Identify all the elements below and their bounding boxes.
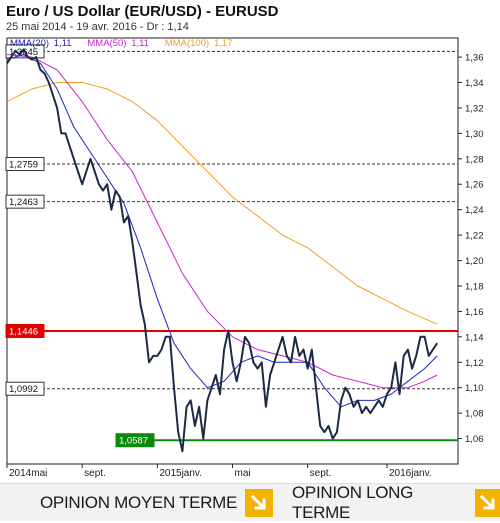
opinion-long-terme-button[interactable]: OPINION LONG TERME — [292, 482, 500, 522]
x-tick-label: 2014mai — [9, 468, 47, 479]
plot-frame — [6, 37, 459, 465]
x-tick-label: sept. — [310, 468, 332, 479]
arrow-down-right-icon — [245, 488, 274, 517]
y-tick-label: 1,28 — [465, 154, 484, 165]
price-chart: 1,36 1,34 1,32 1,30 1,28 1,26 1,24 1,22 1,20 1,18… — [5, 37, 484, 479]
y-tick-label: 1,14 — [465, 332, 484, 343]
x-tick-label: sept. — [84, 468, 106, 479]
opinion-long-terme-label: OPINION LONG TERME — [292, 482, 414, 522]
y-tick-label: 1,08 — [465, 409, 484, 420]
y-tick-label: 1,30 — [465, 129, 484, 140]
y-tick-label: 1,24 — [465, 205, 484, 216]
y-tick-label: 1,06 — [465, 434, 484, 445]
legend-label: MMA(20) — [10, 38, 49, 49]
level-label: 1,2759 — [9, 160, 38, 171]
x-tick-label: mai — [235, 468, 251, 479]
x-tick-label: 2015janv. — [159, 468, 202, 479]
chart-subtitle: 25 mai 2014 - 19 avr. 2016 - Dr : 1,14 — [6, 21, 189, 33]
level-label: 1,3645 — [9, 47, 38, 58]
y-tick-label: 1,34 — [465, 78, 484, 89]
level-label-box — [5, 157, 45, 172]
legend-value: 1,11 — [54, 38, 72, 49]
y-tick-label: 1,20 — [465, 256, 484, 267]
legend-value: 1,17 — [214, 38, 233, 49]
y-tick-label: 1,26 — [465, 180, 484, 191]
level-label-box — [115, 433, 155, 448]
price-line — [6, 48, 438, 453]
level-label-box — [5, 381, 45, 396]
level-label-box — [5, 194, 45, 209]
x-tick-label: 2016janv. — [389, 468, 432, 479]
opinion-moyen-terme-button[interactable]: OPINION MOYEN TERME — [40, 484, 274, 521]
mma50-line — [6, 54, 438, 389]
level-label: 1,0992 — [9, 384, 38, 395]
y-tick-label: 1,16 — [465, 307, 484, 318]
legend-label: MMA(50) — [87, 38, 126, 49]
y-tick-label: 1,10 — [465, 383, 484, 394]
legend-value: 1,11 — [131, 38, 149, 49]
arrow-down-right-icon — [475, 488, 500, 517]
chart-title: Euro / US Dollar (EUR/USD) - EURUSD — [6, 3, 279, 20]
legend-label: MMA(100) — [165, 38, 209, 49]
mma20-line — [6, 54, 438, 408]
y-tick-label: 1,22 — [465, 231, 484, 242]
opinion-moyen-terme-label: OPINION MOYEN TERME — [40, 492, 238, 512]
y-tick-label: 1,12 — [465, 358, 484, 369]
mma100-line — [6, 82, 438, 325]
y-tick-label: 1,36 — [465, 53, 484, 64]
y-tick-label: 1,32 — [465, 103, 484, 114]
opinion-bar: OPINION MOYEN TERME OPINION LONG TERME — [0, 482, 500, 522]
level-label: 1,0587 — [119, 436, 148, 447]
level-label: 1,2463 — [9, 197, 38, 208]
level-label: 1,1446 — [9, 326, 38, 337]
y-tick-label: 1,18 — [465, 281, 484, 292]
level-label-box — [5, 323, 45, 338]
